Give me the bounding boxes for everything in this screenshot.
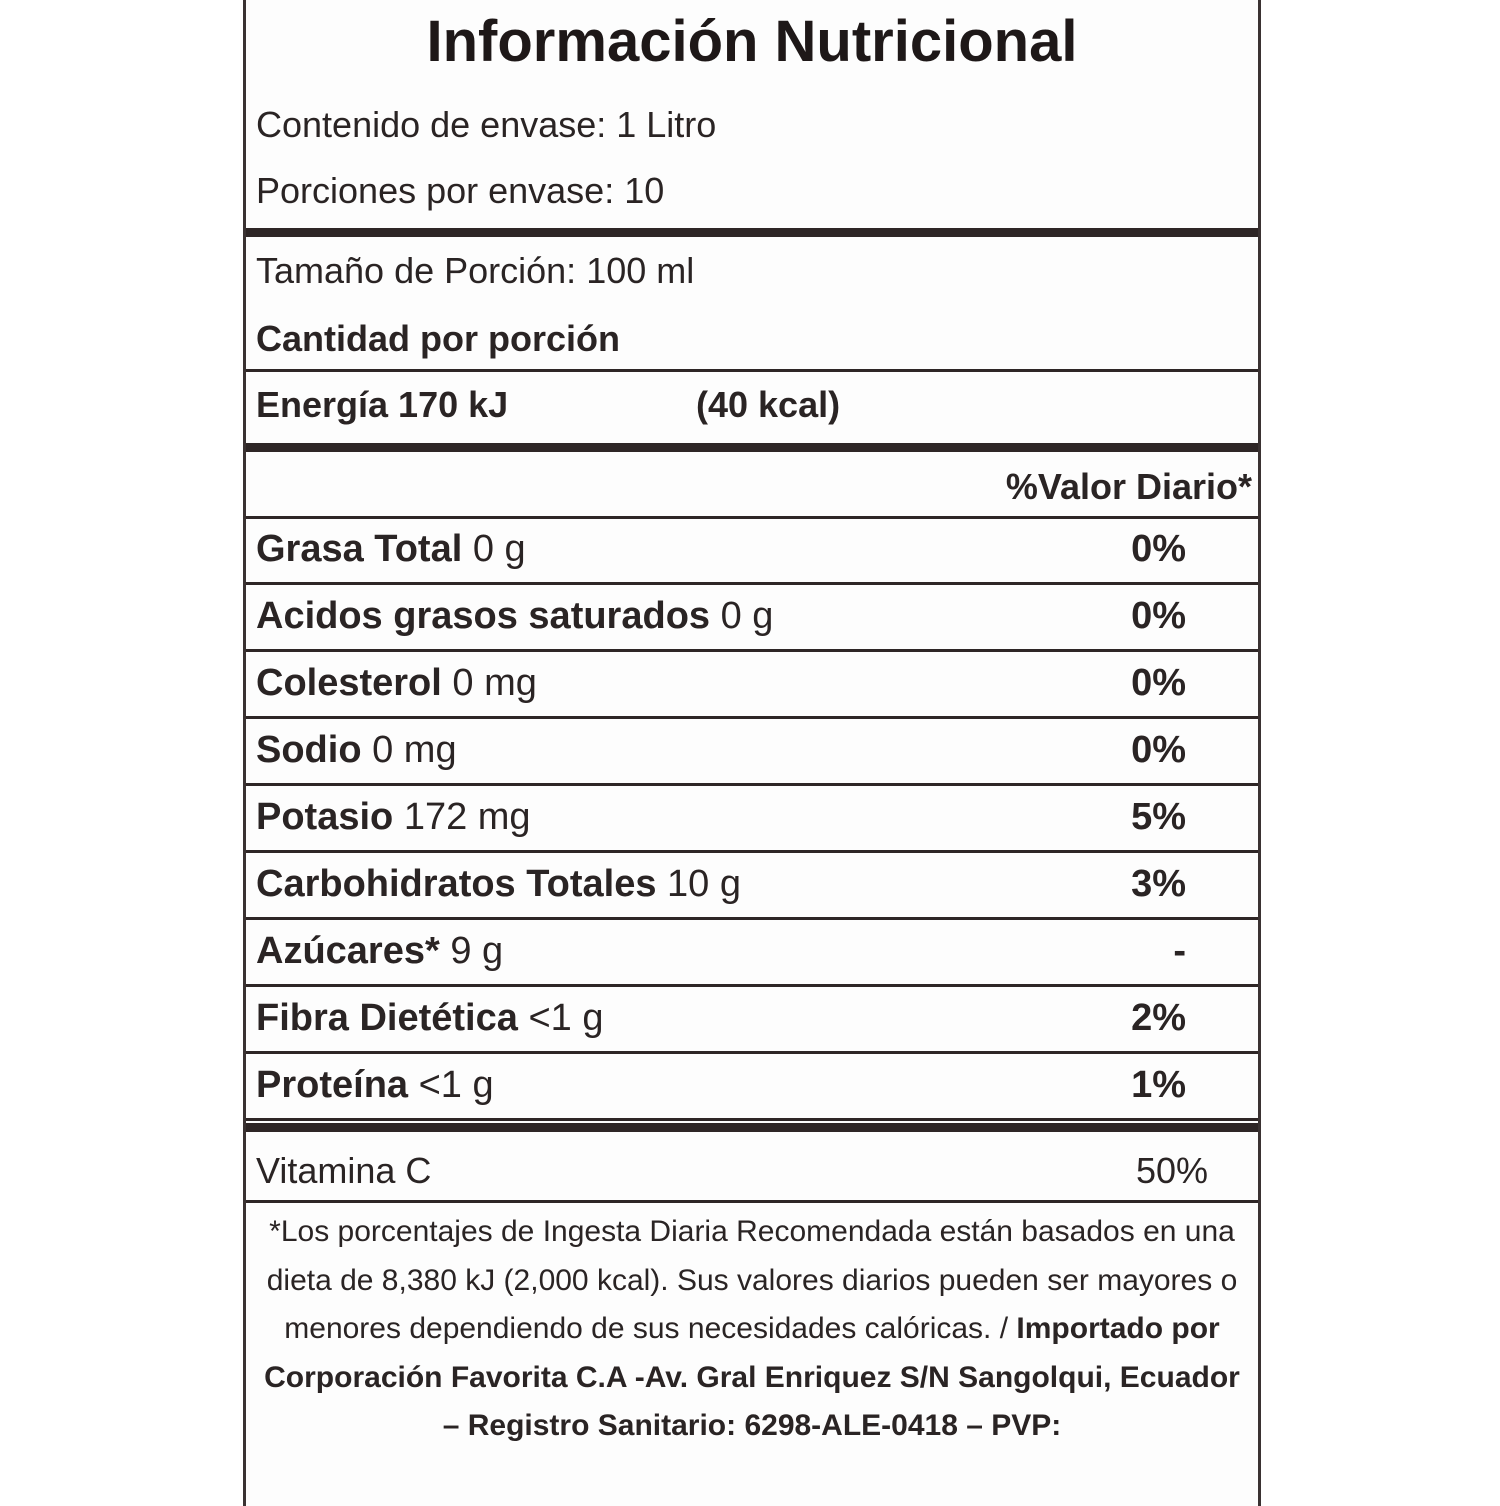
nutrient-name: Azúcares* [256, 930, 440, 972]
divider [246, 984, 1258, 987]
amount-per-serving: Cantidad por porción [256, 318, 620, 359]
divider [246, 917, 1258, 920]
divider [246, 783, 1258, 786]
divider [246, 228, 1258, 237]
nutrient-name: Carbohidratos Totales [256, 863, 657, 905]
nutrient-dv: - [1173, 930, 1186, 972]
divider [246, 716, 1258, 719]
nutrient-amount: 0 mg [372, 729, 457, 771]
nutrient-name: Grasa Total [256, 528, 463, 570]
nutrient-dv: 3% [1131, 863, 1186, 905]
nutrient-label: Azúcares* 9 g [256, 930, 503, 973]
label-title: Información Nutricional [426, 9, 1078, 74]
nutrient-label: Potasio 172 mg [256, 796, 531, 839]
divider [246, 1200, 1258, 1203]
nutrient-label: Acidos grasos saturados 0 g [256, 595, 773, 638]
daily-value-header: %Valor Diario* [1005, 466, 1252, 507]
nutrient-amount: <1 g [528, 997, 604, 1039]
nutrient-amount: 0 g [720, 595, 774, 637]
nutrient-dv: 0% [1131, 595, 1186, 637]
nutrient-dv: 5% [1131, 796, 1186, 838]
nutrition-label: Información Nutricional Contenido de env… [243, 0, 1261, 1506]
divider [246, 516, 1258, 519]
vitamin-dv: 50% [1135, 1150, 1208, 1191]
nutrient-label: Grasa Total 0 g [256, 528, 526, 571]
container-content: Contenido de envase: 1 Litro [256, 104, 717, 145]
nutrient-amount: 10 g [667, 863, 741, 905]
nutrient-row: Sodio 0 mg 0% [246, 719, 1258, 786]
nutrient-name: Proteína [256, 1064, 409, 1106]
energy-kcal: (40 kcal) [696, 384, 841, 425]
nutrient-label: Proteína <1 g [256, 1064, 494, 1107]
nutrient-row: Acidos grasos saturados 0 g 0% [246, 585, 1258, 652]
nutrient-row: Carbohidratos Totales 10 g 3% [246, 853, 1258, 920]
nutrient-amount: 0 mg [452, 662, 537, 704]
importer-info: Importado por Corporación Favorita C.A -… [264, 1312, 1240, 1442]
nutrient-dv: 0% [1131, 729, 1186, 771]
nutrient-dv: 2% [1131, 997, 1186, 1039]
divider [246, 443, 1258, 452]
divider [246, 369, 1258, 372]
divider [246, 1123, 1258, 1132]
nutrient-label: Sodio 0 mg [256, 729, 457, 772]
servings-per-container: Porciones por envase: 10 [256, 170, 665, 211]
serving-size: Tamaño de Porción: 100 ml [256, 250, 695, 291]
nutrient-label: Colesterol 0 mg [256, 662, 537, 705]
nutrient-name: Fibra Dietética [256, 997, 518, 1039]
nutrient-name: Sodio [256, 729, 362, 771]
nutrient-row: Colesterol 0 mg 0% [246, 652, 1258, 719]
divider [246, 1118, 1258, 1121]
nutrient-label: Carbohidratos Totales 10 g [256, 863, 741, 906]
nutrient-row: Proteína <1 g 1% [246, 1054, 1258, 1121]
nutrient-dv: 0% [1131, 662, 1186, 704]
nutrient-row: Potasio 172 mg 5% [246, 786, 1258, 853]
nutrient-row: Grasa Total 0 g 0% [246, 518, 1258, 585]
footnote: *Los porcentajes de Ingesta Diaria Recom… [256, 1208, 1248, 1451]
nutrient-name: Potasio [256, 796, 394, 838]
nutrient-name: Colesterol [256, 662, 442, 704]
energy-kj: Energía 170 kJ [256, 384, 509, 425]
divider [246, 1051, 1258, 1054]
nutrient-amount: <1 g [418, 1064, 494, 1106]
nutrient-dv: 0% [1131, 528, 1186, 570]
nutrient-name: Acidos grasos saturados [256, 595, 711, 637]
divider [246, 582, 1258, 585]
divider [246, 649, 1258, 652]
nutrient-row: Azúcares* 9 g - [246, 920, 1258, 987]
nutrient-row: Fibra Dietética <1 g 2% [246, 987, 1258, 1054]
nutrient-amount: 172 mg [403, 796, 531, 838]
nutrient-amount: 9 g [450, 930, 504, 972]
vitamin-name: Vitamina C [256, 1150, 432, 1191]
divider [246, 850, 1258, 853]
nutrient-dv: 1% [1131, 1064, 1186, 1106]
footnote-text: *Los porcentajes de Ingesta Diaria Recom… [266, 1215, 1238, 1345]
nutrient-amount: 0 g [472, 528, 526, 570]
nutrient-label: Fibra Dietética <1 g [256, 997, 603, 1040]
